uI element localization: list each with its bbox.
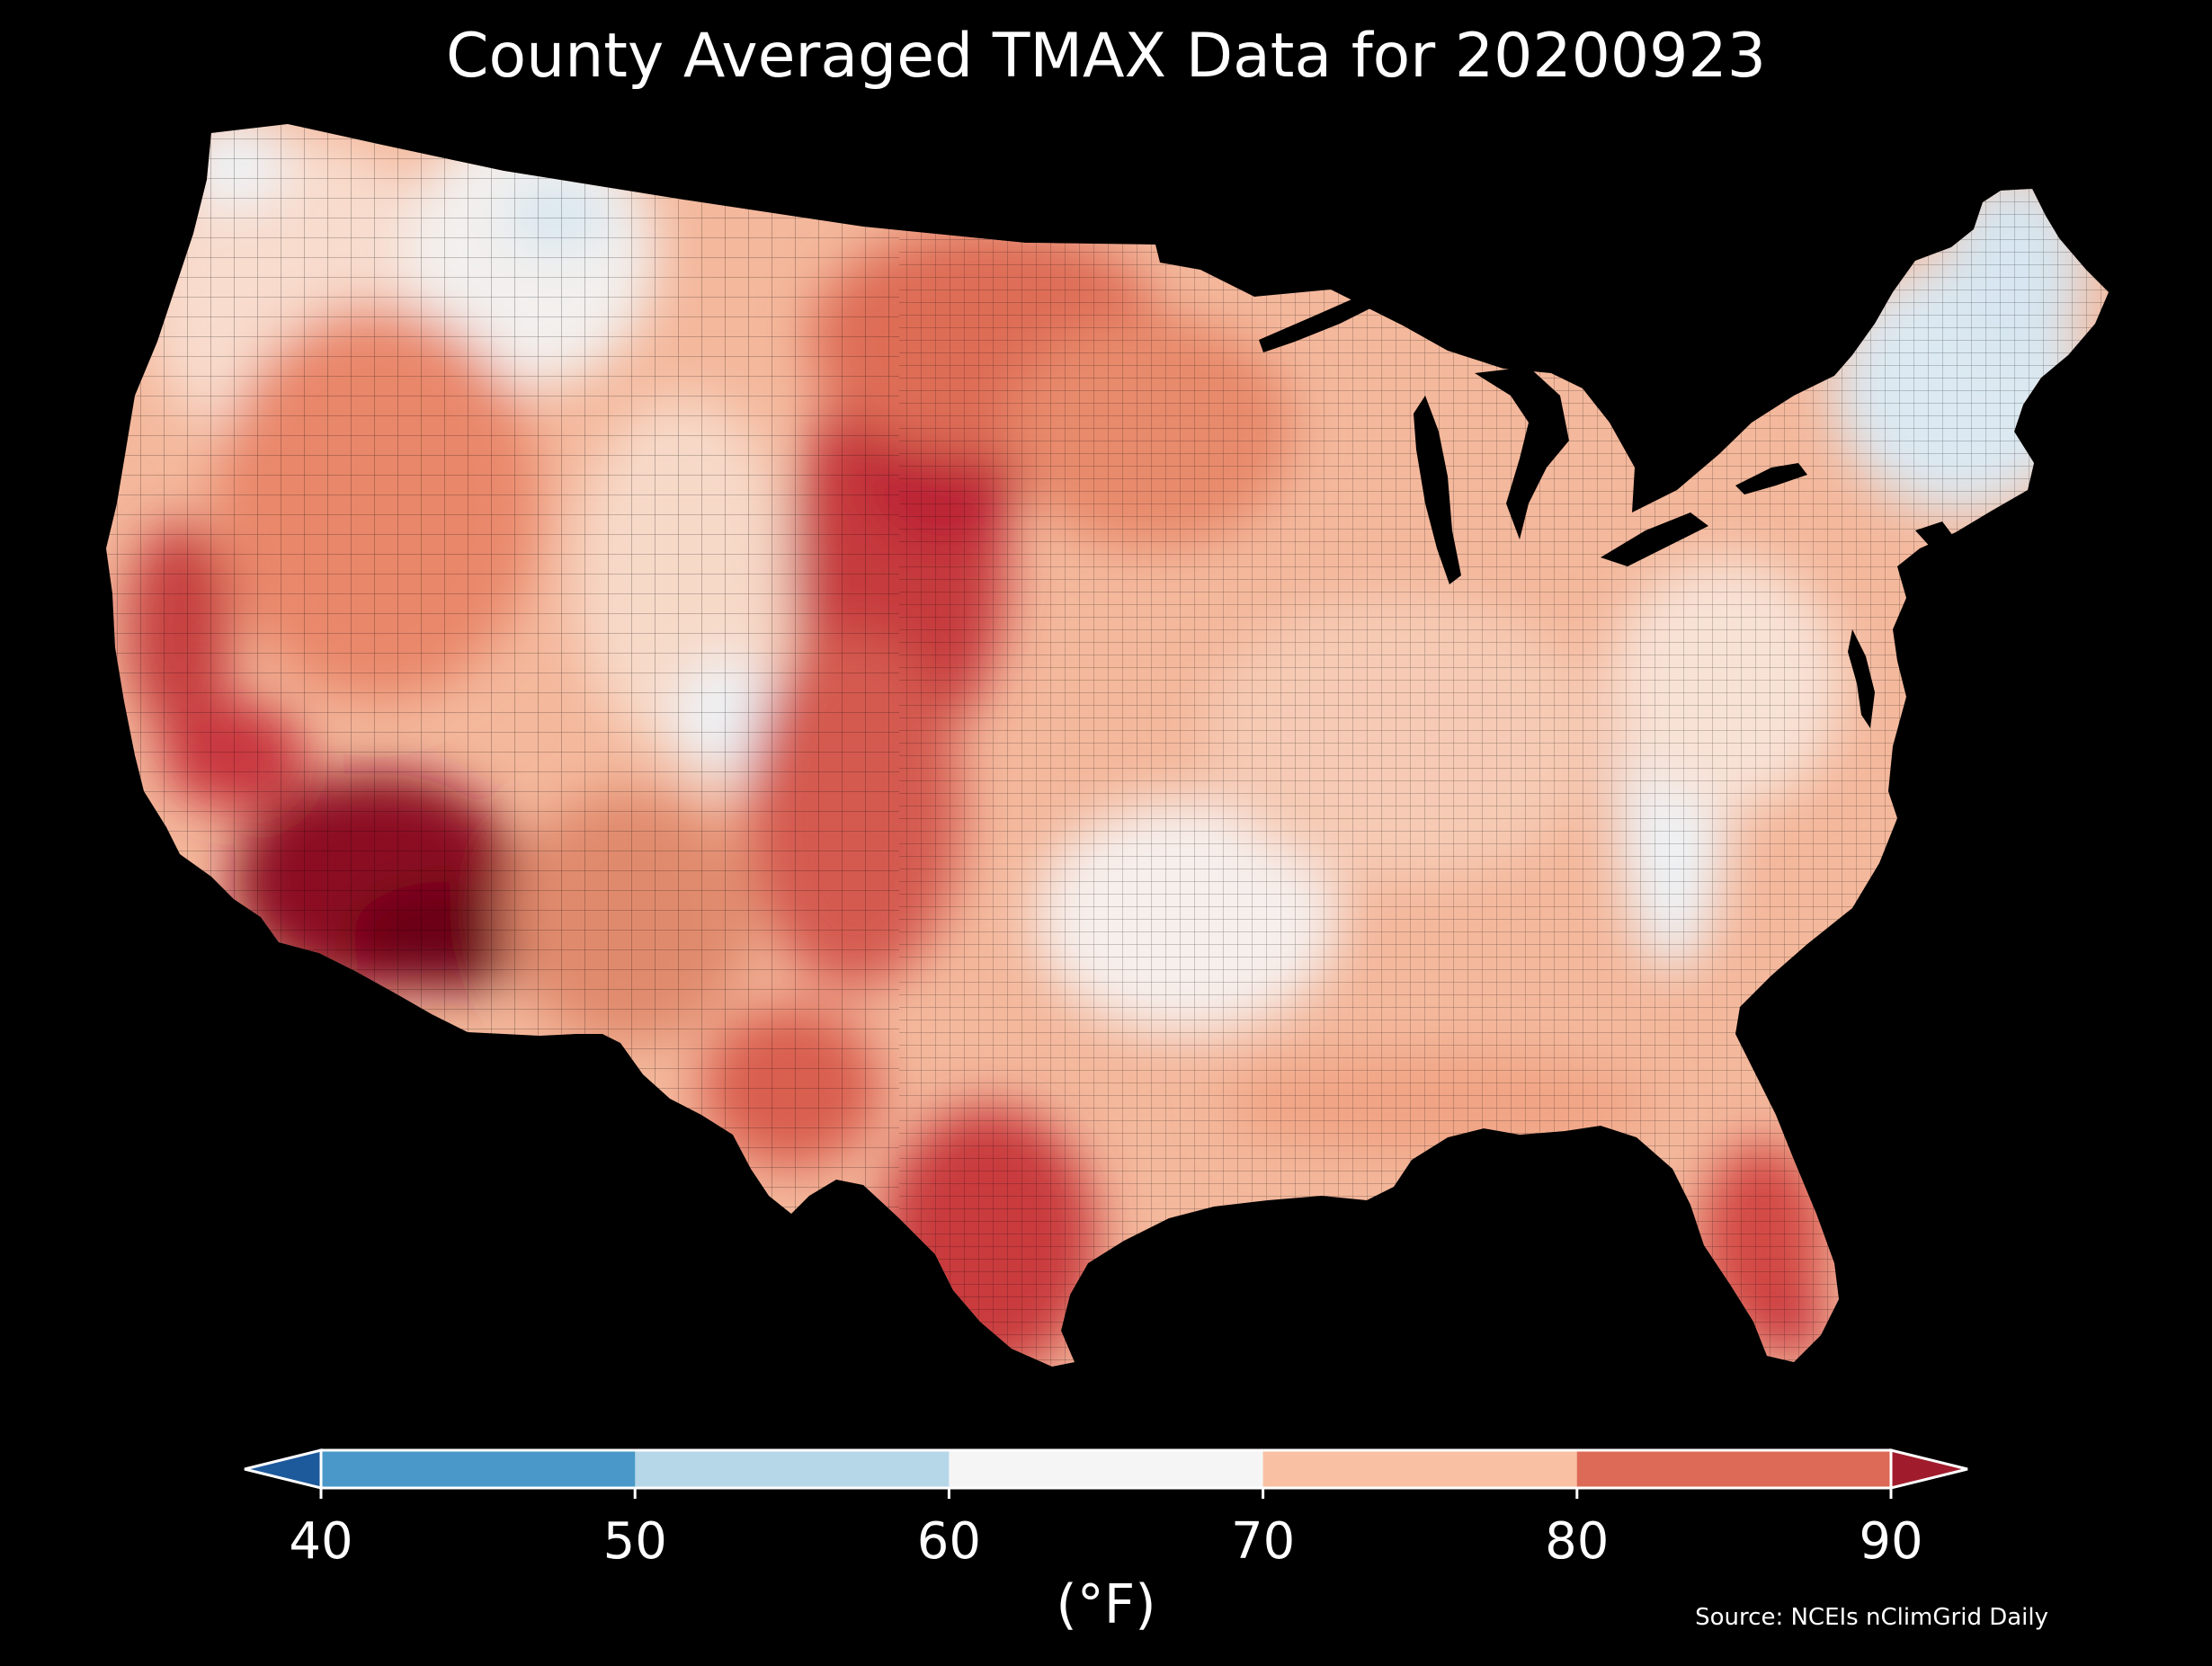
colorbar-bin-50-60 <box>635 1450 950 1488</box>
map-title: County Averaged TMAX Data for 20200923 <box>446 21 1766 92</box>
colorbar-bin-40-50 <box>321 1450 636 1488</box>
coastal-bays <box>1848 521 1956 728</box>
great-lakes <box>1259 290 1807 584</box>
colorbar-extend-high <box>1889 1448 1968 1490</box>
colorbar-bin-60-70 <box>949 1450 1264 1488</box>
colorbar-tick-label: 40 <box>289 1512 352 1571</box>
colorbar-ticks: 40 50 60 70 80 90 <box>289 1488 1923 1571</box>
colorbar-frame <box>319 1448 1893 1490</box>
colorbar-unit-label: (°F) <box>1056 1573 1156 1636</box>
colorbar-bin-70-80 <box>1262 1450 1578 1488</box>
colorbar-bin-80-90 <box>1576 1450 1892 1488</box>
colorbar-tick-label: 80 <box>1545 1512 1609 1571</box>
colorbar-bins <box>321 1450 1892 1488</box>
colorbar-tick-label: 50 <box>603 1512 667 1571</box>
colorbar-extend-low <box>244 1448 323 1490</box>
colorbar-tick-label: 90 <box>1859 1512 1922 1571</box>
source-label: Source: NCEIs nClimGrid Daily <box>1695 1604 2048 1631</box>
colorbar-tick-label: 70 <box>1231 1512 1295 1571</box>
colorbar-tick-label: 60 <box>917 1512 981 1571</box>
